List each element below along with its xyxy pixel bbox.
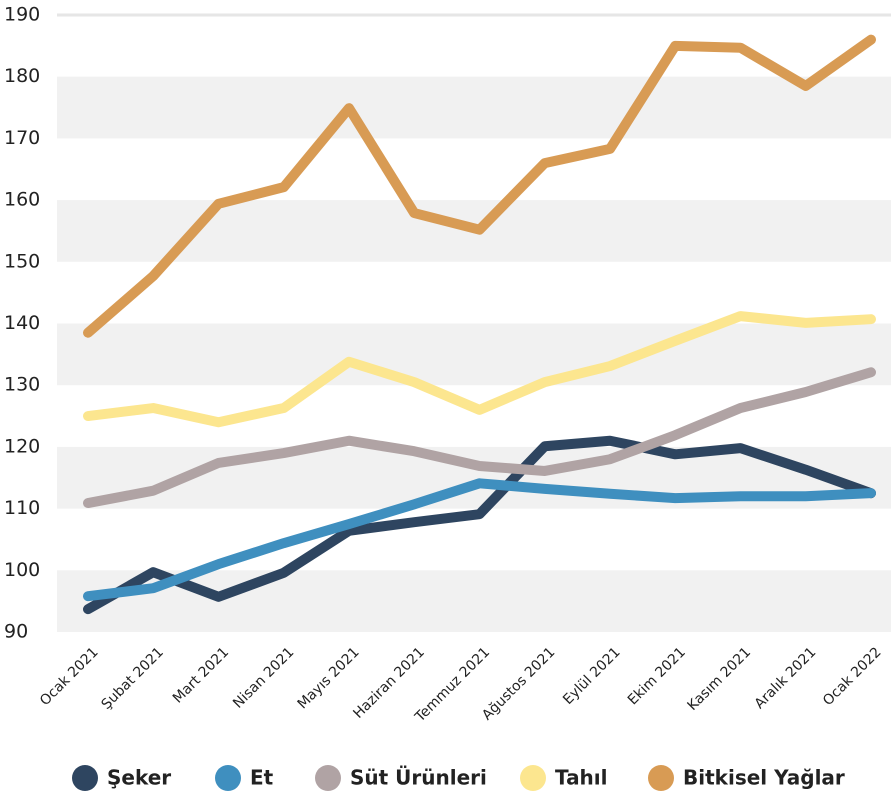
legend-label: Et xyxy=(250,766,274,790)
y-tick-label: 130 xyxy=(4,374,40,396)
y-tick-label: 170 xyxy=(4,127,40,149)
legend-marker xyxy=(72,765,98,791)
legend-label: Şeker xyxy=(107,766,171,790)
series-line xyxy=(83,367,876,509)
y-tick-label: 90 xyxy=(4,621,28,643)
y-tick-label: 140 xyxy=(4,312,40,334)
y-tick-label: 120 xyxy=(4,435,40,457)
legend-marker xyxy=(315,765,341,791)
series-line xyxy=(83,435,876,615)
series-line xyxy=(83,311,876,428)
y-tick-label: 180 xyxy=(4,65,40,87)
x-tick-label: Ocak 2021 xyxy=(37,644,102,709)
x-tick-label: Nisan 2021 xyxy=(230,644,297,711)
x-tick-label: Mart 2021 xyxy=(170,644,232,706)
x-tick-label: Şubat 2021 xyxy=(98,644,166,712)
x-tick-label: Ocak 2022 xyxy=(820,644,885,709)
y-tick-label: 110 xyxy=(4,497,40,519)
x-tick-label: Aralık 2021 xyxy=(752,644,820,712)
legend-marker xyxy=(520,765,546,791)
legend-label: Tahıl xyxy=(555,766,608,790)
x-tick-label: Kasım 2021 xyxy=(685,644,755,714)
legend-marker xyxy=(648,765,674,791)
y-tick-label: 150 xyxy=(4,250,40,272)
x-tick-label: Ekim 2021 xyxy=(625,644,689,708)
series-line xyxy=(83,34,876,338)
grid-band xyxy=(57,76,891,139)
grid-band xyxy=(57,323,891,386)
legend-label: Süt Ürünleri xyxy=(350,766,487,790)
y-tick-label: 190 xyxy=(4,4,40,26)
series-line xyxy=(83,478,876,602)
x-tick-label: Eylül 2021 xyxy=(560,644,624,708)
legend-label: Bitkisel Yağlar xyxy=(683,766,845,790)
x-tick-label: Mayıs 2021 xyxy=(295,644,363,712)
grid-band xyxy=(57,570,891,632)
y-tick-label: 100 xyxy=(4,559,40,581)
y-tick-label: 160 xyxy=(4,189,40,211)
legend-marker xyxy=(215,765,241,791)
